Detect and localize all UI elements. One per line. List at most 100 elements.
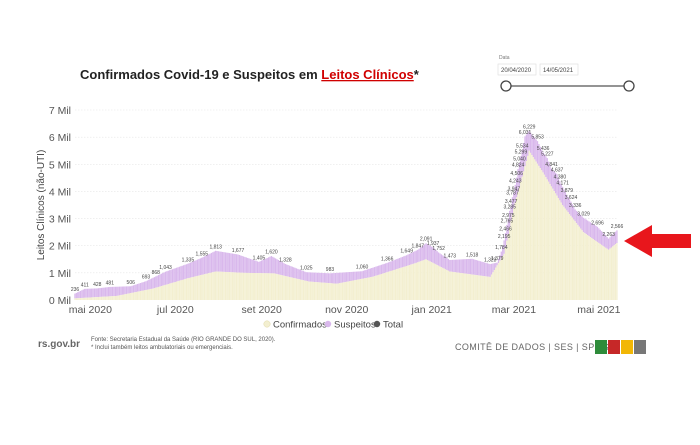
bar-confirmados <box>128 293 130 300</box>
bar-confirmados <box>352 280 355 300</box>
bar-suspeitos <box>450 259 452 272</box>
bar-confirmados <box>88 297 90 300</box>
data-label: 411 <box>81 282 89 288</box>
bar-suspeitos <box>336 272 338 284</box>
bar-suspeitos <box>312 272 314 282</box>
bar-confirmados <box>507 234 509 300</box>
data-label: 1,677 <box>232 248 245 254</box>
bar-suspeitos <box>347 272 349 282</box>
bar-suspeitos <box>454 259 456 273</box>
bar-suspeitos <box>548 161 550 182</box>
bar-confirmados <box>216 271 218 300</box>
bar-confirmados <box>252 273 254 300</box>
bar-confirmados <box>221 271 224 300</box>
bar-confirmados <box>612 246 614 300</box>
bar-confirmados <box>189 277 192 300</box>
bar-suspeitos <box>446 258 448 271</box>
bar-confirmados <box>390 270 392 300</box>
bar-suspeitos <box>97 288 100 297</box>
bar-confirmados <box>433 263 436 300</box>
bar-confirmados <box>219 271 221 300</box>
bar-suspeitos <box>344 272 346 283</box>
bar-confirmados <box>449 271 451 300</box>
bar-suspeitos <box>294 267 296 279</box>
bar-suspeitos <box>472 259 475 275</box>
bar-confirmados <box>185 278 188 300</box>
bar-suspeitos <box>412 251 415 264</box>
bar-confirmados <box>405 266 408 300</box>
bar-confirmados <box>549 184 551 300</box>
bar-suspeitos <box>306 272 309 282</box>
bar-confirmados <box>330 283 332 300</box>
bar-confirmados <box>242 272 245 300</box>
date-slider-start-handle[interactable] <box>500 80 512 92</box>
bar-confirmados <box>99 296 101 300</box>
bar-confirmados <box>568 214 571 300</box>
bar-suspeitos <box>269 256 271 274</box>
bar-confirmados <box>120 295 122 300</box>
bar-confirmados <box>561 205 564 300</box>
bar-suspeitos <box>500 251 502 259</box>
bar-confirmados <box>559 200 561 300</box>
bar-confirmados <box>424 259 426 300</box>
bar-confirmados <box>412 263 415 300</box>
bar-confirmados <box>320 282 323 300</box>
bar-suspeitos <box>443 256 445 269</box>
bar-confirmados <box>139 291 142 300</box>
bar-suspeitos <box>482 262 484 276</box>
bar-suspeitos <box>198 258 200 276</box>
bar-confirmados <box>178 280 181 300</box>
bar-suspeitos <box>146 280 149 290</box>
bar-suspeitos <box>166 271 168 285</box>
bar-suspeitos <box>578 213 580 227</box>
data-label: 2,696 <box>591 220 604 226</box>
bar-confirmados <box>538 165 540 300</box>
bar-suspeitos <box>571 204 573 218</box>
bar-confirmados <box>96 297 98 300</box>
bar-confirmados <box>138 291 140 300</box>
bar-suspeitos <box>435 249 437 265</box>
bar-suspeitos <box>252 259 254 274</box>
bar-confirmados <box>509 227 511 300</box>
date-slider-end-handle[interactable] <box>623 80 635 92</box>
bar-suspeitos <box>515 177 518 198</box>
data-label: 1,335 <box>182 257 195 263</box>
bar-confirmados <box>518 186 521 300</box>
bar-suspeitos <box>582 217 585 233</box>
bar-confirmados <box>173 282 175 300</box>
bar-confirmados <box>241 272 243 300</box>
data-label: 428 <box>93 282 102 288</box>
date-start-input[interactable]: 20/04/2020 <box>501 68 532 74</box>
data-label: 5,534 <box>516 143 529 149</box>
date-filter[interactable]: Data 20/04/2020 14/05/2021 <box>497 55 635 92</box>
date-end-input[interactable]: 14/05/2021 <box>543 68 574 74</box>
bar-confirmados <box>167 284 169 300</box>
bar-confirmados <box>415 262 417 300</box>
bar-confirmados <box>78 298 80 300</box>
bar-confirmados <box>298 279 300 300</box>
bar-confirmados <box>532 157 534 300</box>
bar-confirmados <box>456 272 458 300</box>
bar-confirmados <box>124 294 126 300</box>
bar-confirmados <box>93 297 96 300</box>
bar-confirmados <box>344 282 346 300</box>
bar-confirmados <box>234 272 236 300</box>
bar-suspeitos <box>557 177 560 199</box>
bar-confirmados <box>418 261 420 300</box>
bar-confirmados <box>502 256 504 300</box>
bar-suspeitos <box>506 224 508 241</box>
bar-suspeitos <box>456 259 458 273</box>
bar-suspeitos <box>510 205 512 221</box>
bar-confirmados <box>291 277 293 300</box>
data-label: 6,031 <box>519 130 532 136</box>
bar-confirmados <box>155 287 157 300</box>
bar-confirmados <box>84 297 86 300</box>
leitos-clinicos-link[interactable]: Leitos Clínicos <box>321 67 413 82</box>
bar-confirmados <box>148 289 150 300</box>
bar-suspeitos <box>329 273 331 284</box>
bar-confirmados <box>485 276 487 300</box>
bar-suspeitos <box>549 165 551 185</box>
bar-suspeitos <box>599 229 601 244</box>
bar-confirmados <box>348 281 351 300</box>
y-tick-label: 0 Mil <box>49 295 71 307</box>
